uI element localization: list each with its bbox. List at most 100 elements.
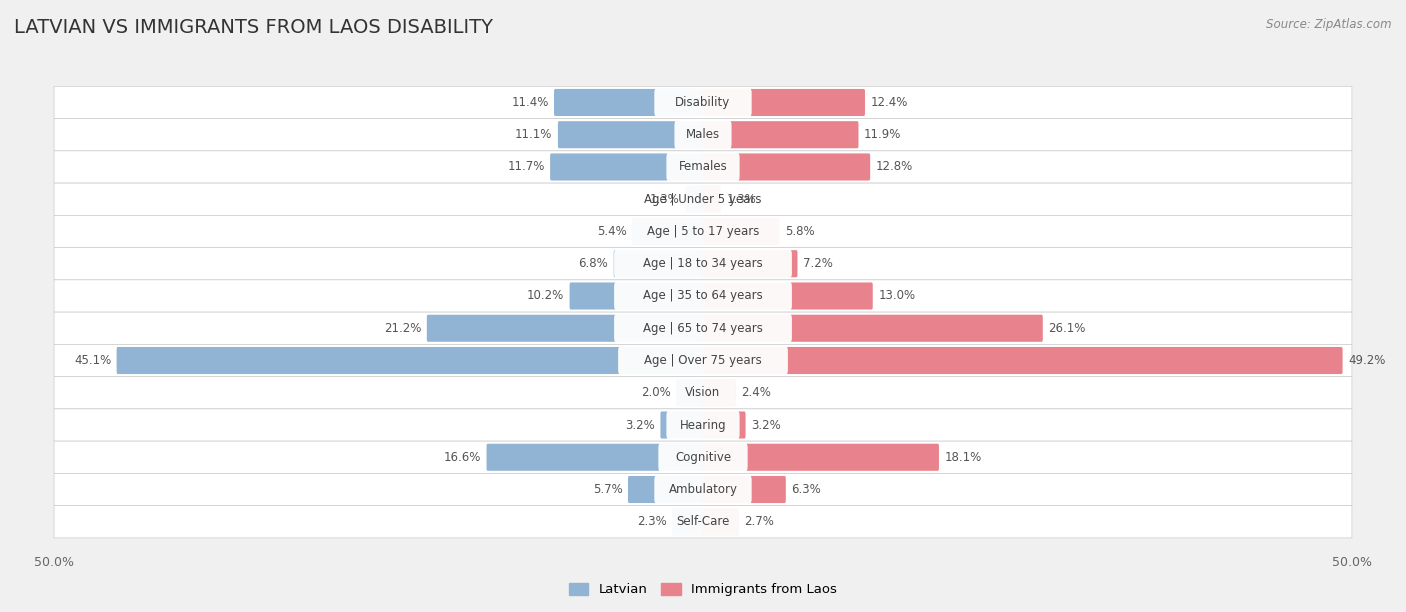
FancyBboxPatch shape <box>702 218 779 245</box>
Text: 3.2%: 3.2% <box>626 419 655 431</box>
FancyBboxPatch shape <box>671 379 735 407</box>
FancyBboxPatch shape <box>53 183 1353 215</box>
FancyBboxPatch shape <box>702 154 870 181</box>
Text: Age | 18 to 34 years: Age | 18 to 34 years <box>643 257 763 271</box>
Text: 11.9%: 11.9% <box>863 129 901 141</box>
Text: 7.2%: 7.2% <box>803 257 832 271</box>
FancyBboxPatch shape <box>427 315 704 341</box>
FancyBboxPatch shape <box>628 476 704 503</box>
FancyBboxPatch shape <box>676 379 704 406</box>
Text: 2.7%: 2.7% <box>745 515 775 528</box>
FancyBboxPatch shape <box>661 411 704 439</box>
Text: 11.4%: 11.4% <box>512 96 548 109</box>
Text: 16.6%: 16.6% <box>444 451 481 464</box>
FancyBboxPatch shape <box>613 250 704 277</box>
FancyBboxPatch shape <box>53 345 1353 376</box>
FancyBboxPatch shape <box>702 347 1343 374</box>
FancyBboxPatch shape <box>619 185 787 214</box>
FancyBboxPatch shape <box>53 474 1353 506</box>
FancyBboxPatch shape <box>614 314 792 342</box>
FancyBboxPatch shape <box>702 121 859 148</box>
FancyBboxPatch shape <box>702 476 786 503</box>
Text: 1.3%: 1.3% <box>727 193 756 206</box>
FancyBboxPatch shape <box>702 444 939 471</box>
Text: 49.2%: 49.2% <box>1348 354 1385 367</box>
Text: Source: ZipAtlas.com: Source: ZipAtlas.com <box>1267 18 1392 31</box>
FancyBboxPatch shape <box>53 151 1353 183</box>
FancyBboxPatch shape <box>702 250 797 277</box>
Text: Age | Over 75 years: Age | Over 75 years <box>644 354 762 367</box>
Text: 6.3%: 6.3% <box>792 483 821 496</box>
Text: 26.1%: 26.1% <box>1049 322 1085 335</box>
FancyBboxPatch shape <box>702 315 1043 341</box>
FancyBboxPatch shape <box>675 121 731 149</box>
Text: 5.4%: 5.4% <box>596 225 627 238</box>
FancyBboxPatch shape <box>672 508 704 536</box>
FancyBboxPatch shape <box>685 185 704 213</box>
Text: Ambulatory: Ambulatory <box>668 483 738 496</box>
FancyBboxPatch shape <box>654 476 752 504</box>
FancyBboxPatch shape <box>53 280 1353 312</box>
Text: 12.4%: 12.4% <box>870 96 908 109</box>
FancyBboxPatch shape <box>702 411 745 439</box>
FancyBboxPatch shape <box>53 248 1353 280</box>
Text: Disability: Disability <box>675 96 731 109</box>
Text: Hearing: Hearing <box>679 419 727 431</box>
Text: Vision: Vision <box>685 386 721 399</box>
FancyBboxPatch shape <box>654 88 752 117</box>
FancyBboxPatch shape <box>702 89 865 116</box>
FancyBboxPatch shape <box>53 86 1353 119</box>
Text: 11.7%: 11.7% <box>508 160 544 173</box>
Text: Self-Care: Self-Care <box>676 515 730 528</box>
Text: 10.2%: 10.2% <box>527 289 564 302</box>
FancyBboxPatch shape <box>53 215 1353 248</box>
Text: 5.8%: 5.8% <box>785 225 814 238</box>
Text: 21.2%: 21.2% <box>384 322 422 335</box>
Text: 2.0%: 2.0% <box>641 386 671 399</box>
FancyBboxPatch shape <box>658 507 748 536</box>
FancyBboxPatch shape <box>614 250 792 278</box>
Text: 1.3%: 1.3% <box>650 193 679 206</box>
Text: 11.1%: 11.1% <box>515 129 553 141</box>
FancyBboxPatch shape <box>117 347 704 374</box>
Text: 6.8%: 6.8% <box>578 257 609 271</box>
FancyBboxPatch shape <box>53 376 1353 409</box>
FancyBboxPatch shape <box>569 283 704 310</box>
FancyBboxPatch shape <box>53 119 1353 151</box>
FancyBboxPatch shape <box>631 218 704 245</box>
Text: Age | Under 5 years: Age | Under 5 years <box>644 193 762 206</box>
FancyBboxPatch shape <box>53 441 1353 474</box>
Text: 2.3%: 2.3% <box>637 515 666 528</box>
Text: 2.4%: 2.4% <box>741 386 770 399</box>
Text: Age | 65 to 74 years: Age | 65 to 74 years <box>643 322 763 335</box>
FancyBboxPatch shape <box>550 154 704 181</box>
FancyBboxPatch shape <box>702 508 740 536</box>
FancyBboxPatch shape <box>702 283 873 310</box>
FancyBboxPatch shape <box>702 379 735 406</box>
Text: Age | 35 to 64 years: Age | 35 to 64 years <box>643 289 763 302</box>
FancyBboxPatch shape <box>53 312 1353 345</box>
Legend: Latvian, Immigrants from Laos: Latvian, Immigrants from Laos <box>564 578 842 602</box>
Text: 5.7%: 5.7% <box>593 483 623 496</box>
FancyBboxPatch shape <box>558 121 704 148</box>
FancyBboxPatch shape <box>702 185 721 213</box>
FancyBboxPatch shape <box>666 411 740 439</box>
Text: Cognitive: Cognitive <box>675 451 731 464</box>
FancyBboxPatch shape <box>619 346 787 375</box>
Text: 12.8%: 12.8% <box>876 160 912 173</box>
Text: Females: Females <box>679 160 727 173</box>
FancyBboxPatch shape <box>554 89 704 116</box>
FancyBboxPatch shape <box>666 153 740 181</box>
Text: Age | 5 to 17 years: Age | 5 to 17 years <box>647 225 759 238</box>
FancyBboxPatch shape <box>614 282 792 310</box>
FancyBboxPatch shape <box>486 444 704 471</box>
FancyBboxPatch shape <box>658 443 748 471</box>
FancyBboxPatch shape <box>53 409 1353 441</box>
Text: 3.2%: 3.2% <box>751 419 780 431</box>
Text: 45.1%: 45.1% <box>75 354 111 367</box>
FancyBboxPatch shape <box>53 506 1353 538</box>
Text: LATVIAN VS IMMIGRANTS FROM LAOS DISABILITY: LATVIAN VS IMMIGRANTS FROM LAOS DISABILI… <box>14 18 494 37</box>
FancyBboxPatch shape <box>619 217 787 245</box>
Text: 13.0%: 13.0% <box>879 289 915 302</box>
Text: 18.1%: 18.1% <box>945 451 981 464</box>
